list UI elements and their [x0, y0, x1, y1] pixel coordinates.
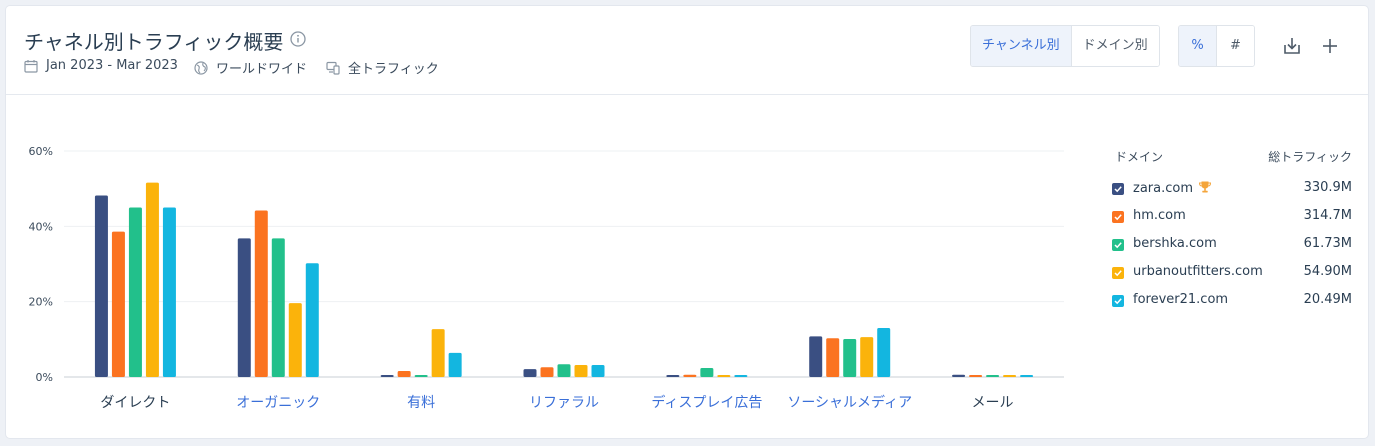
legend-total: 314.7M [1303, 208, 1352, 223]
legend-total: 20.49M [1303, 292, 1352, 307]
legend-domain-header: ドメイン [1115, 150, 1164, 164]
legend-total: 330.9M [1303, 180, 1352, 195]
globe-icon [194, 60, 208, 75]
bar [414, 375, 428, 377]
traffic-type-label: 全トラフィック [348, 62, 439, 77]
bar [1003, 375, 1017, 377]
calendar-icon [24, 59, 38, 73]
bar [397, 370, 411, 377]
y-tick-label: 60% [29, 145, 53, 158]
bar [557, 364, 571, 377]
bar [523, 369, 537, 377]
bar [734, 375, 748, 377]
x-tick-label[interactable]: ディスプレイ広告 [651, 394, 762, 411]
legend-domain: bershka.com [1133, 236, 1217, 251]
checkbox-icon[interactable] [1112, 211, 1124, 223]
legend-traffic-header: 総トラフィック [1268, 150, 1352, 164]
unit-toggle: % # [1178, 25, 1255, 67]
bar [969, 375, 983, 377]
bar [666, 375, 680, 377]
count-toggle[interactable]: # [1217, 26, 1254, 66]
plus-icon[interactable] [1320, 36, 1340, 56]
legend-domain: urbanoutfitters.com [1133, 264, 1263, 279]
percent-toggle[interactable]: % [1179, 26, 1217, 66]
legend-domain: hm.com [1133, 208, 1186, 223]
traffic-type: 全トラフィック [326, 58, 439, 77]
bar [94, 195, 108, 377]
legend-total: 54.90M [1303, 264, 1352, 279]
x-tick-label: ダイレクト [100, 395, 170, 411]
bar [431, 329, 445, 377]
bar [860, 337, 874, 377]
download-icon[interactable] [1282, 36, 1302, 56]
x-tick-label[interactable]: リファラル [529, 395, 599, 411]
bar [986, 375, 1000, 377]
card-header: チャネル別トラフィック概要 Jan 2023 - Mar 2023 [6, 6, 1368, 95]
legend-item[interactable]: urbanoutfitters.com 54.90M [1112, 264, 1352, 284]
legend-item[interactable]: bershka.com 61.73M [1112, 236, 1352, 256]
bar [145, 182, 159, 377]
bar [305, 263, 319, 377]
traffic-overview-card: チャネル別トラフィック概要 Jan 2023 - Mar 2023 [6, 6, 1368, 438]
bar [1020, 375, 1034, 377]
legend-item[interactable]: forever21.com 20.49M [1112, 292, 1352, 312]
checkbox-icon[interactable] [1112, 295, 1124, 307]
by-channel-toggle[interactable]: チャンネル別 [971, 26, 1072, 66]
legend-total: 61.73M [1303, 236, 1352, 251]
channel-traffic-bar-chart: 0% 20% 40% 60% ダイレクト オーガニック 有料 リファラル ディスプレイ広告 ソーシ… [29, 145, 1064, 411]
checkbox-icon[interactable] [1112, 183, 1124, 195]
bar [683, 374, 697, 377]
bar [111, 231, 125, 377]
bar [128, 207, 142, 377]
region-label: ワールドワイド [216, 62, 308, 77]
page-title: チャネル別トラフィック概要 [24, 30, 284, 54]
bar [540, 367, 554, 377]
x-tick-label[interactable]: 有料 [407, 395, 435, 411]
bar [877, 328, 891, 377]
bar [591, 364, 605, 377]
info-icon[interactable] [290, 31, 306, 47]
bar [717, 375, 731, 377]
bar [826, 338, 840, 377]
checkbox-icon[interactable] [1112, 239, 1124, 251]
legend-item[interactable]: zara.com 330.9M [1112, 180, 1352, 200]
legend-domain: zara.com [1133, 180, 1212, 196]
bar [237, 238, 251, 377]
view-toggle: チャンネル別 ドメイン別 [970, 25, 1160, 67]
x-tick-label[interactable]: ソーシャルメディア [787, 394, 912, 411]
legend-item[interactable]: hm.com 314.7M [1112, 208, 1352, 228]
bar [254, 210, 268, 377]
bar [952, 374, 966, 377]
bar [574, 364, 588, 377]
bar [162, 207, 176, 377]
y-tick-label: 20% [29, 296, 53, 309]
bar [843, 338, 857, 377]
bar [700, 367, 714, 377]
bar [448, 352, 462, 377]
y-tick-label: 40% [29, 220, 53, 233]
bar [809, 336, 823, 377]
y-tick-label: 0% [36, 371, 53, 384]
date-range: Jan 2023 - Mar 2023 [24, 58, 178, 73]
bar [380, 375, 394, 377]
devices-icon [326, 61, 340, 75]
bar [271, 238, 285, 377]
by-domain-toggle[interactable]: ドメイン別 [1071, 26, 1159, 66]
x-tick-label: メール [972, 395, 1014, 411]
trophy-icon [1198, 181, 1212, 193]
bar [288, 303, 302, 377]
date-range-label: Jan 2023 - Mar 2023 [46, 58, 178, 73]
checkbox-icon[interactable] [1112, 267, 1124, 279]
region: ワールドワイド [194, 58, 307, 77]
x-tick-label[interactable]: オーガニック [236, 395, 320, 411]
legend-domain: forever21.com [1133, 292, 1229, 307]
